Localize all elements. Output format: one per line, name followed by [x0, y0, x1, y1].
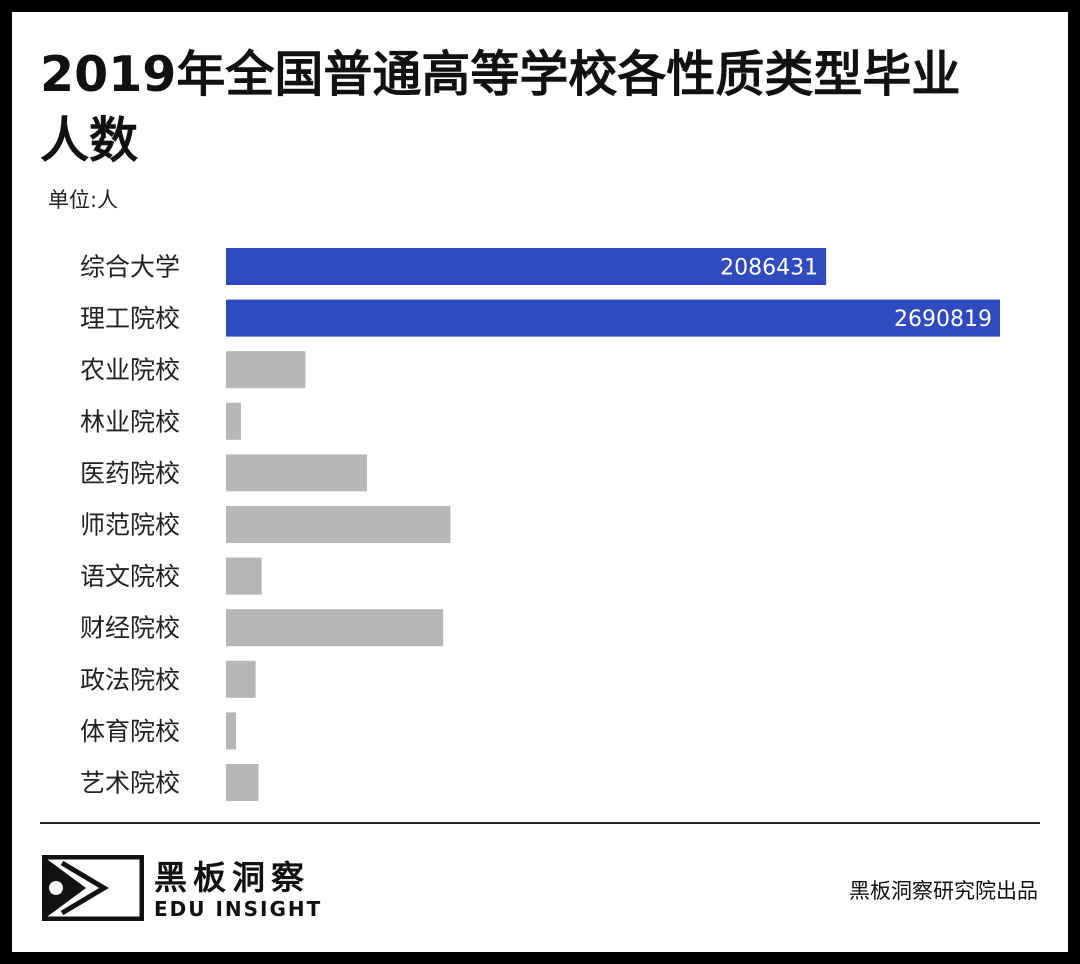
brand-block: 黑板洞察 EDU INSIGHT: [42, 855, 342, 925]
category-label: 师范院校: [80, 511, 180, 540]
chart-title: 2019年全国普通高等学校各性质类型毕业人数: [40, 46, 961, 169]
bar-chart: 综合大学 2086431 理工院校 2690819 农业院校林业院校医药院校师范院校语文…: [80, 248, 1000, 801]
bar: [226, 299, 1000, 337]
bar: [226, 248, 827, 285]
category-label: 理工院校: [80, 304, 180, 333]
category-label: 农业院校: [80, 356, 180, 385]
bar: [226, 764, 259, 801]
bar: [226, 351, 306, 389]
brand-name-en: EDU INSIGHT: [154, 897, 323, 921]
edu-insight-logo-icon: [42, 855, 144, 921]
bar: [226, 609, 444, 647]
category-label: 医药院校: [80, 459, 180, 488]
bar: [226, 712, 237, 750]
bar: [226, 402, 241, 440]
unit-label: 单位:人: [48, 188, 119, 212]
credit-text: 黑板洞察研究院出品: [849, 879, 1038, 903]
category-label: 财经院校: [80, 614, 180, 643]
data-label: 2086431: [720, 256, 818, 281]
bar: [226, 454, 367, 492]
footer-divider: [40, 822, 1040, 824]
data-label: 2690819: [894, 307, 992, 332]
category-label: 体育院校: [80, 717, 180, 746]
category-label: 林业院校: [80, 407, 180, 436]
bar: [226, 557, 262, 595]
category-label: 艺术院校: [80, 769, 180, 798]
bar: [226, 506, 451, 543]
chart-card: 2019年全国普通高等学校各性质类型毕业人数 单位:人 综合大学 2086431 理…: [12, 12, 1068, 952]
category-label: 政法院校: [80, 665, 180, 694]
category-label: 综合大学: [80, 253, 180, 282]
brand-name-cn: 黑板洞察: [154, 858, 310, 897]
bar: [226, 660, 256, 698]
category-label: 语文院校: [80, 562, 180, 591]
